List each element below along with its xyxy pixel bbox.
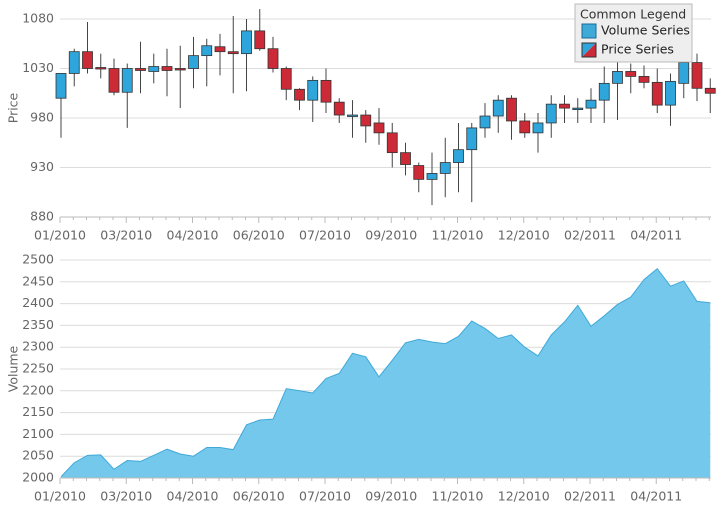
x-tick-label: 01/2010 xyxy=(34,489,86,504)
x-tick-label: 09/2010 xyxy=(365,489,417,504)
candle-body xyxy=(625,71,637,77)
x-tick-label: 04/2010 xyxy=(167,489,219,504)
x-tick-label: 12/2010 xyxy=(498,489,550,504)
candle-body xyxy=(506,97,517,122)
y-tick-label: 1080 xyxy=(22,11,54,26)
candle-body xyxy=(638,76,650,83)
candle-body xyxy=(55,73,67,99)
x-tick-label: 12/2010 xyxy=(498,228,550,243)
legend-label: Price Series xyxy=(601,42,674,57)
y-tick-label: 2400 xyxy=(22,295,54,310)
y-tick-label: 2100 xyxy=(22,426,54,441)
candle-body xyxy=(532,122,544,134)
y-tick-label: 930 xyxy=(30,159,54,174)
candle-body xyxy=(519,120,531,134)
candle-body xyxy=(188,55,199,69)
candle-body xyxy=(373,122,385,134)
y-tick-label: 2050 xyxy=(22,448,54,463)
x-tick-label: 04/2011 xyxy=(630,228,682,243)
candle-body xyxy=(479,115,491,129)
candle-body xyxy=(572,107,584,110)
candle-body xyxy=(585,99,597,109)
y-tick-label: 2500 xyxy=(22,252,54,267)
y-tick-label: 2300 xyxy=(22,339,54,354)
legend-swatch xyxy=(582,43,596,57)
candle-body xyxy=(333,101,345,116)
candle-body xyxy=(227,51,239,55)
candle-body xyxy=(95,67,107,70)
x-tick-label: 03/2010 xyxy=(100,489,152,504)
candle-body xyxy=(148,66,160,72)
legend-label: Volume Series xyxy=(601,23,690,38)
x-tick-label: 11/2010 xyxy=(432,489,484,504)
candle-body xyxy=(612,71,623,84)
legend-title: Common Legend xyxy=(580,7,686,22)
x-tick-label: 06/2010 xyxy=(233,228,285,243)
candle-body xyxy=(400,152,411,165)
candle-body xyxy=(294,88,305,101)
candle-body xyxy=(161,66,173,71)
area-line xyxy=(60,268,711,478)
candle-body xyxy=(453,149,464,163)
candle-body xyxy=(492,99,504,117)
candle-body xyxy=(559,103,570,109)
x-tick-label: 02/2011 xyxy=(564,489,616,504)
candle-body xyxy=(82,51,93,69)
candle-body xyxy=(386,132,398,154)
legend-swatch xyxy=(581,23,597,39)
candle-body xyxy=(466,127,478,151)
y-axis-title: Volume xyxy=(6,345,21,392)
x-tick-label: 03/2010 xyxy=(100,228,152,243)
y-tick-label: 2150 xyxy=(22,404,54,419)
candle-body xyxy=(598,82,610,101)
x-tick-label: 04/2010 xyxy=(167,228,219,243)
x-tick-label: 07/2010 xyxy=(299,489,351,504)
candle-body xyxy=(651,81,663,106)
x-tick-label: 09/2010 xyxy=(365,228,417,243)
candle-body xyxy=(704,87,716,94)
candle-body xyxy=(678,62,690,84)
candle-body xyxy=(347,114,358,117)
y-tick-label: 880 xyxy=(30,209,54,224)
y-tick-label: 2200 xyxy=(22,382,54,397)
legend-swatch-border xyxy=(581,42,597,58)
x-tick-label: 04/2011 xyxy=(630,489,682,504)
candle-body xyxy=(360,114,372,127)
candle-body xyxy=(665,80,676,106)
y-axis-title: Price xyxy=(6,92,21,123)
candle-body xyxy=(108,68,120,93)
x-tick-label: 06/2010 xyxy=(233,489,285,504)
y-tick-label: 1030 xyxy=(22,60,54,75)
candle-body xyxy=(68,51,80,74)
x-tick-label: 02/2011 xyxy=(564,228,616,243)
candle-body xyxy=(174,68,186,71)
y-tick-label: 2350 xyxy=(22,317,54,332)
candle-body xyxy=(121,68,133,93)
area xyxy=(61,268,711,478)
candle-body xyxy=(439,162,451,174)
candle-body xyxy=(201,45,213,57)
x-tick-label: 01/2010 xyxy=(34,228,86,243)
candle-body xyxy=(135,68,146,71)
y-tick-label: 2250 xyxy=(22,361,54,376)
candle-body xyxy=(320,79,332,103)
candle-body xyxy=(307,79,319,101)
candle-body xyxy=(280,68,292,90)
candle-body xyxy=(267,48,279,69)
y-tick-label: 2450 xyxy=(22,273,54,288)
candle-body xyxy=(214,46,226,53)
x-tick-label: 07/2010 xyxy=(299,228,351,243)
candle-body xyxy=(545,103,557,124)
candle-body xyxy=(426,173,438,180)
y-tick-label: 2000 xyxy=(22,470,54,485)
x-tick-label: 11/2010 xyxy=(432,228,484,243)
candle-body xyxy=(691,62,703,89)
candle-body xyxy=(241,30,252,55)
y-tick-label: 980 xyxy=(30,110,54,125)
candle-body xyxy=(413,165,425,180)
candle-body xyxy=(254,30,266,50)
